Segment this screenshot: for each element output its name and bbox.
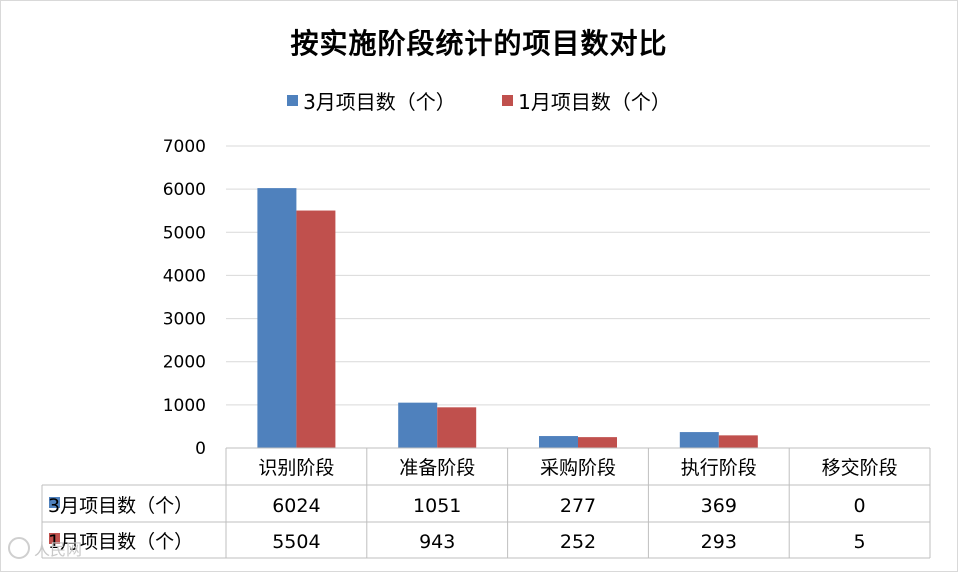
data-label-s0-c2: 277 [560, 495, 596, 517]
watermark-logo-icon [8, 537, 30, 559]
bar-s1-c1 [437, 407, 477, 448]
table-swatch-s0 [49, 497, 60, 508]
y-tick-label-7: 7000 [163, 137, 206, 157]
legend-swatch-series-1 [502, 95, 514, 106]
data-label-s0-c3: 369 [701, 495, 737, 517]
bar-s0-c2 [539, 436, 578, 448]
y-tick-label-2: 2000 [163, 353, 206, 373]
data-label-s0-c1: 1051 [413, 495, 461, 517]
data-label-s1-c3: 293 [701, 531, 737, 553]
data-label-s1-c2: 252 [560, 531, 596, 553]
legend-label-series-0: 3月项目数（个） [303, 90, 456, 114]
watermark-text: 人民网 [34, 540, 83, 559]
category-label-1: 准备阶段 [399, 457, 475, 479]
y-tick-label-4: 4000 [163, 266, 206, 286]
legend-swatch-series-0 [287, 95, 299, 106]
data-label-s0-c0: 6024 [272, 495, 320, 517]
table-row-label-s0: 3月项目数（个） [48, 495, 193, 517]
y-tick-label-6: 6000 [163, 180, 206, 200]
category-label-2: 采购阶段 [540, 457, 616, 479]
bar-s1-c3 [718, 435, 758, 448]
table-row-label-s1: 1月项目数（个） [48, 531, 193, 553]
bar-s1-c2 [578, 437, 617, 448]
chart-title: 按实施阶段统计的项目数对比 [290, 27, 668, 60]
bar-s0-c3 [679, 432, 719, 448]
category-label-3: 执行阶段 [681, 457, 757, 479]
chart-legend: 3月项目数（个） 1月项目数（个） [0, 86, 958, 115]
watermark: 人民网 [8, 536, 82, 560]
legend-item-series-0: 3月项目数（个） [287, 86, 456, 115]
legend-item-series-1: 1月项目数（个） [502, 86, 671, 115]
data-label-s1-c1: 943 [419, 531, 455, 553]
y-tick-label-3: 3000 [163, 310, 206, 330]
y-tick-label-0: 0 [195, 439, 206, 459]
bar-s1-c0 [296, 210, 336, 448]
bar-s0-c0 [257, 188, 297, 448]
legend-label-series-1: 1月项目数（个） [518, 90, 671, 114]
data-label-s1-c0: 5504 [272, 531, 320, 553]
data-label-s0-c4: 0 [854, 495, 866, 517]
y-tick-label-1: 1000 [163, 396, 206, 416]
category-label-0: 识别阶段 [258, 457, 334, 479]
bar-s0-c1 [398, 402, 438, 448]
y-tick-label-5: 5000 [163, 223, 206, 243]
category-label-4: 移交阶段 [822, 457, 898, 479]
table-swatch-s1 [49, 533, 60, 544]
data-label-s1-c4: 5 [854, 531, 866, 553]
